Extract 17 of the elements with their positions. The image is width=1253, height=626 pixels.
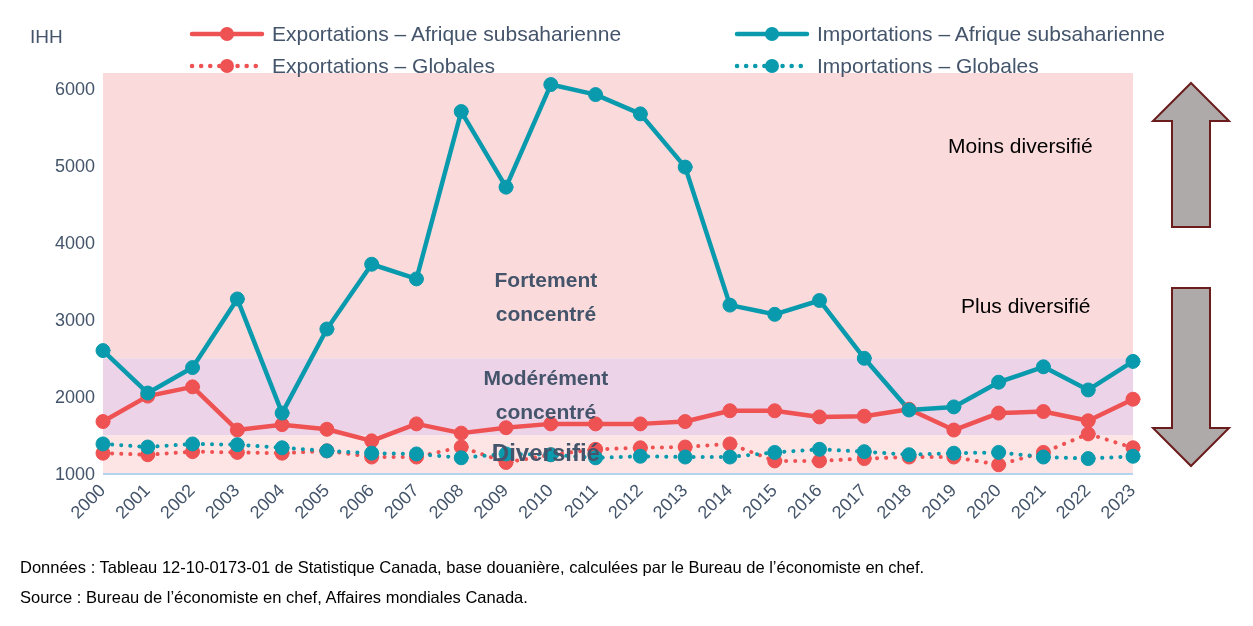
- band-label: Fortement concentré: [494, 267, 598, 325]
- legend-label: Exportations – Globales: [272, 54, 495, 78]
- y-tick-label: 3000: [54, 310, 95, 331]
- text: Données : Tableau 12-10-0173-01 de Statistique Canada, base douanière, calculées par le Bureau de l’économiste en chef.: [20, 557, 925, 578]
- legend-label: Importations – Globales: [817, 54, 1039, 78]
- y-tick-label: 5000: [54, 155, 95, 176]
- annotation: Moins diversifié: [948, 134, 1093, 158]
- band-label: Modérément concentré: [483, 366, 609, 424]
- legend-label: Importations – Afrique subsaharienne: [817, 22, 1165, 46]
- annotation: Plus diversifié: [961, 294, 1091, 318]
- y-tick-label: 1000: [54, 464, 95, 485]
- y-axis-title: IHH: [30, 26, 63, 48]
- y-tick-label: 4000: [54, 233, 95, 254]
- y-tick-label: 2000: [54, 387, 95, 408]
- legend-label: Exportations – Afrique subsaharienne: [272, 22, 622, 46]
- source-note: Source : Bureau de l’économiste en chef, Affaires mondiales Canada.: [20, 587, 529, 608]
- y-tick-label: 6000: [54, 78, 95, 99]
